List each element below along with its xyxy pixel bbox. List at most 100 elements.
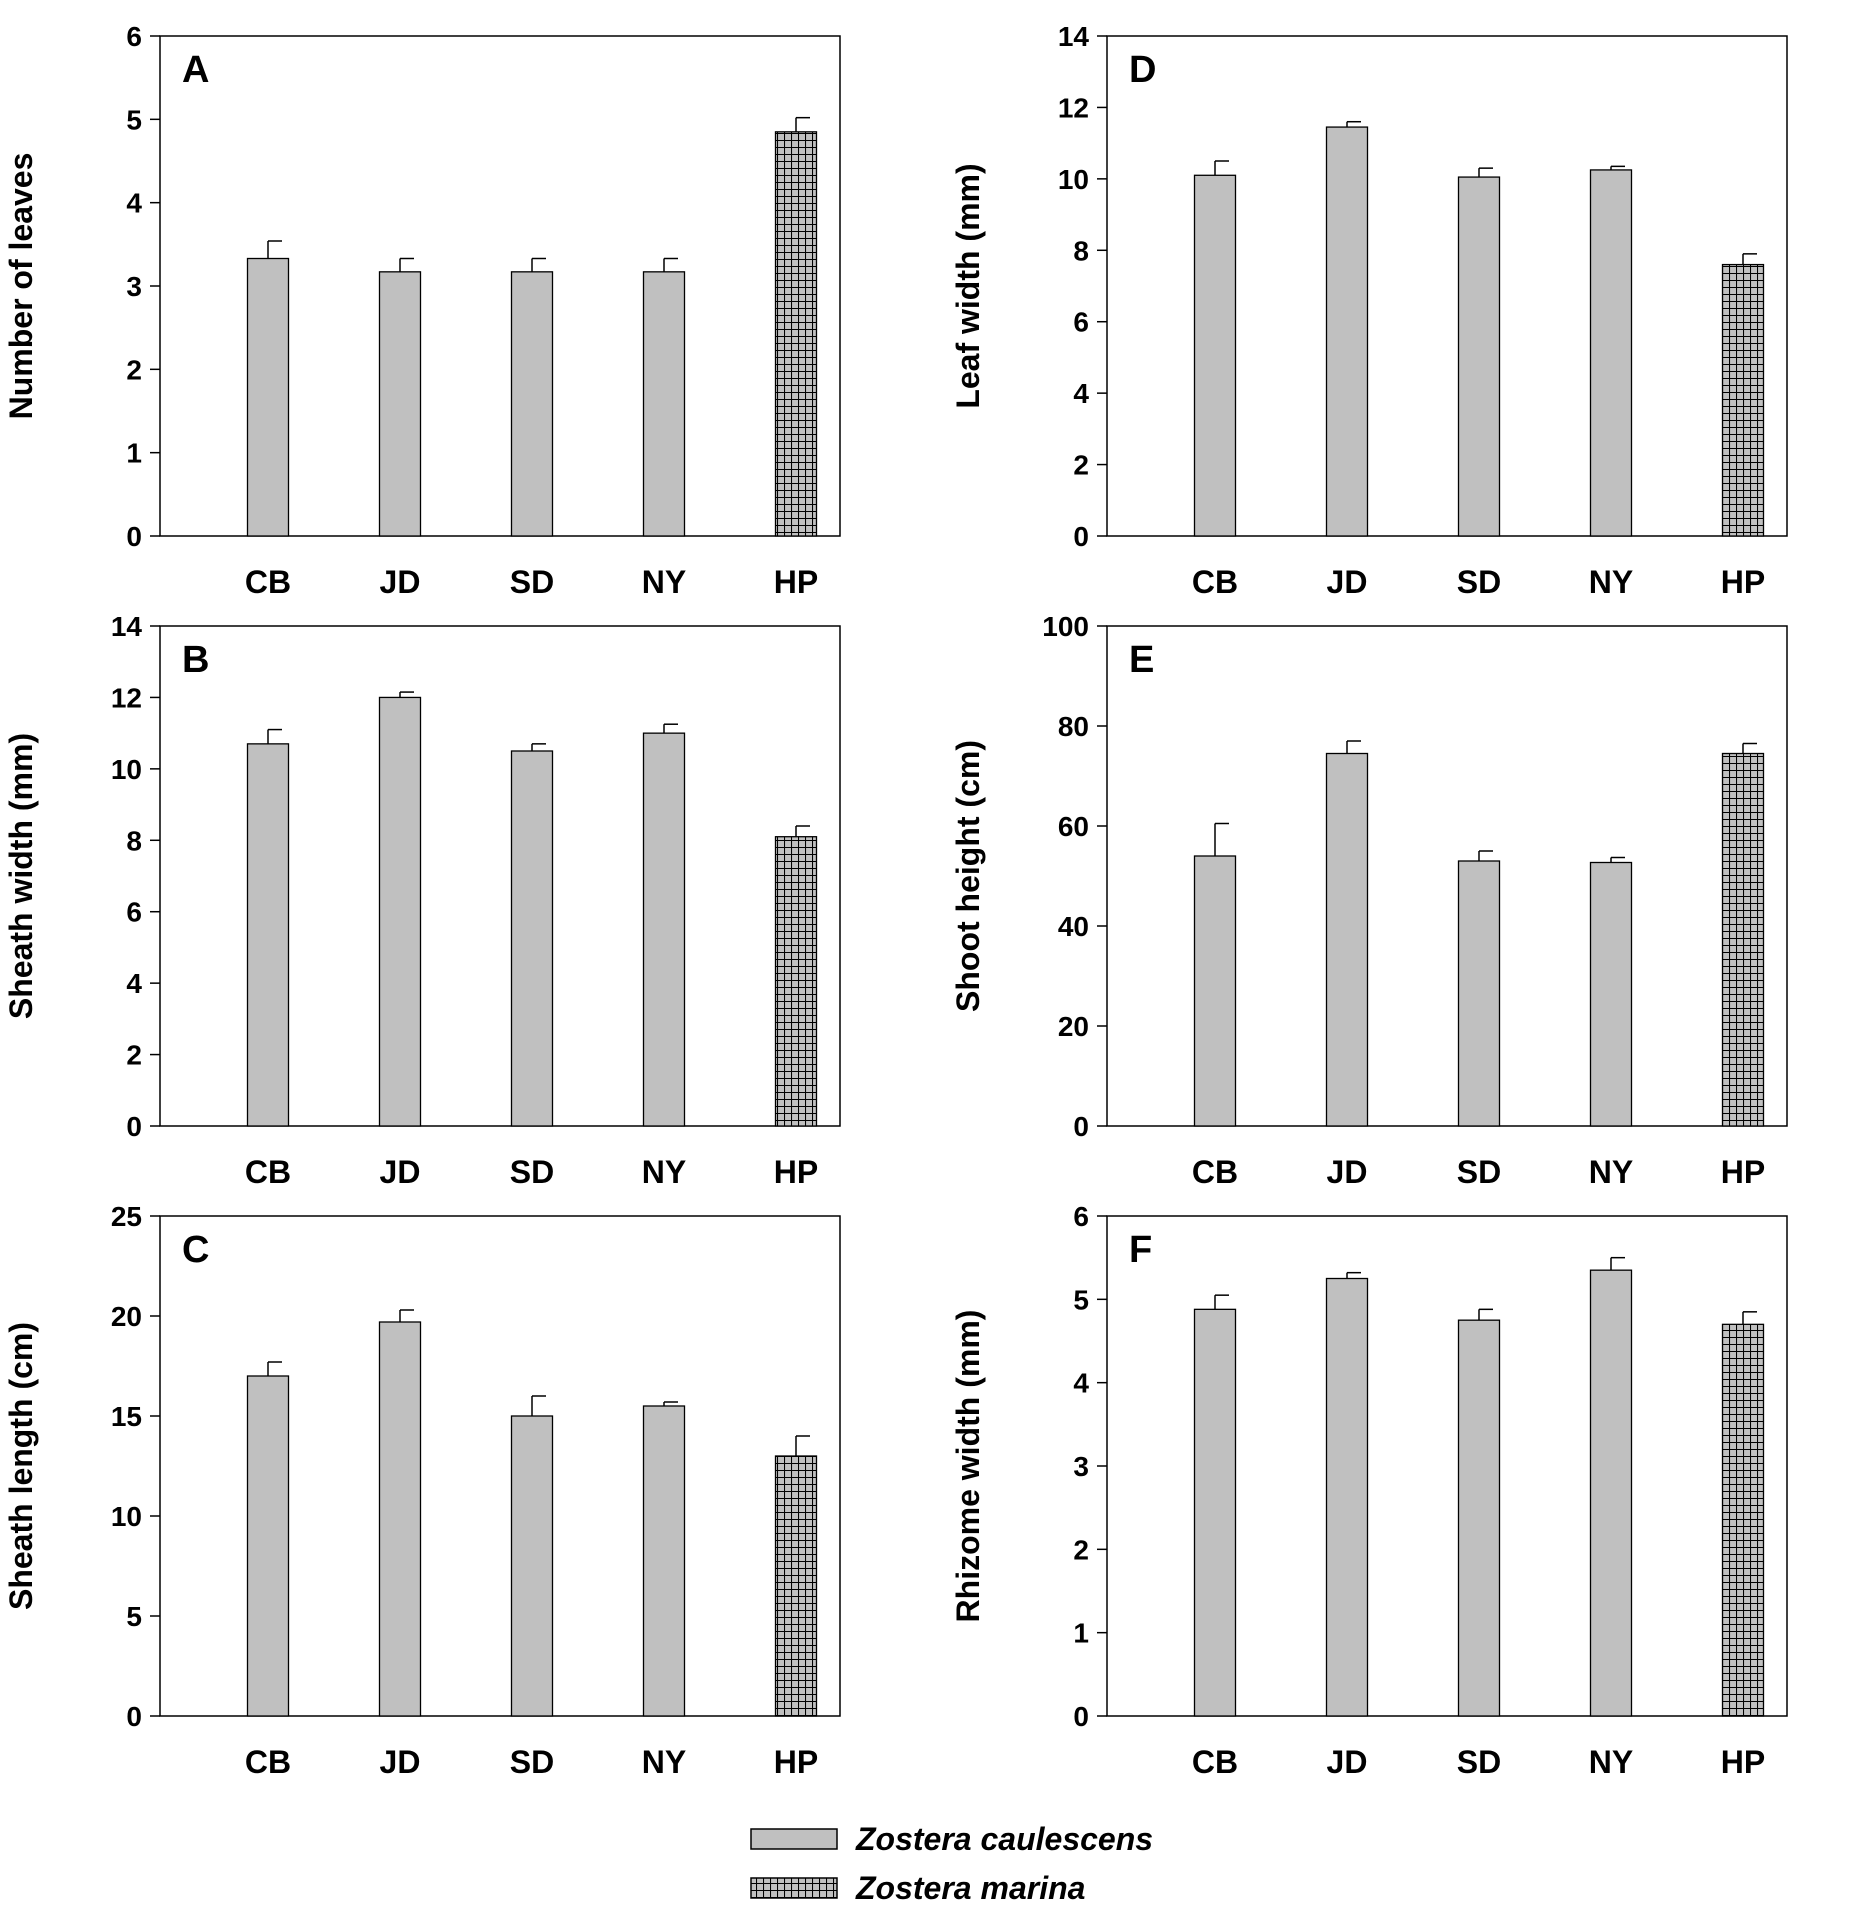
bar-b-cb [246,743,290,1127]
y-tick-label-e: 100 [1042,611,1089,642]
x-tick-label-a-ny: NY [642,564,686,600]
bar-b-ny [642,732,686,1127]
bar-f-sd [1457,1319,1501,1717]
error-bar-c-jd [399,1309,414,1322]
error-bar-a-hp [795,116,810,132]
y-tick-label-d: 4 [1073,378,1089,409]
bar-e-ny [1589,861,1633,1127]
bar-d-cb [1193,174,1237,537]
error-bar-e-ny [1610,856,1625,863]
error-bar-b-sd [531,743,546,751]
y-tick-label-e: 20 [1058,1011,1089,1042]
panel-label-d: D [1129,49,1156,91]
y-tick-label-b: 12 [111,682,142,713]
x-tick-label-b-cb: CB [245,1154,291,1190]
chart-panel-e: 0 20 40 60 80 100 Shoot height (cm) E CB JD SD NY HP [950,611,1788,1190]
error-bar-b-jd [399,691,414,698]
y-tick-label-b: 6 [126,897,142,928]
y-tick-label-c: 25 [111,1201,142,1232]
error-bar-f-cb [1214,1294,1229,1310]
error-bar-f-ny [1610,1256,1625,1271]
y-tick-label-b: 4 [126,968,142,999]
x-tick-label-b-ny: NY [642,1154,686,1190]
x-tick-label-f-cb: CB [1192,1744,1238,1780]
y-tick-label-c: 15 [111,1401,142,1432]
bar-e-cb [1193,855,1237,1127]
chart-panel-c: 0 5 10 15 20 25 Sheath length (cm) C CB JD SD NY HP [3,1201,841,1780]
bar-b-jd [378,696,422,1127]
panel-label-f: F [1129,1229,1152,1271]
x-tick-label-a-hp: HP [774,564,818,600]
bar-d-sd [1457,176,1501,537]
panel-label-c: C [182,1229,209,1271]
y-tick-label-c: 0 [126,1701,142,1732]
y-tick-label-a: 4 [126,188,142,219]
y-tick-label-b: 2 [126,1040,142,1071]
legend: Zostera caulescens Zostera marina [750,1821,1153,1906]
y-axis-label-a: Number of leaves [3,153,39,420]
y-tick-label-b: 14 [111,611,143,642]
bar-c-hp [774,1455,818,1717]
x-tick-label-f-jd: JD [1327,1744,1368,1780]
x-tick-label-d-cb: CB [1192,564,1238,600]
error-bar-f-jd [1346,1271,1361,1279]
y-axis-label-c: Sheath length (cm) [3,1322,39,1610]
y-tick-label-b: 10 [111,754,142,785]
legend-label-zostera-marina: Zostera marina [855,1870,1085,1903]
y-tick-label-c: 5 [126,1601,142,1632]
bar-e-sd [1457,860,1501,1127]
y-tick-label-a: 5 [126,104,142,135]
panel-label-e: E [1129,639,1154,681]
plot-frame-e [1106,625,1788,1127]
bar-c-cb [246,1375,290,1717]
bar-b-hp [774,836,818,1127]
bar-a-hp [774,131,818,537]
x-tick-label-c-ny: NY [642,1744,686,1780]
x-tick-label-f-hp: HP [1721,1744,1765,1780]
error-bar-c-sd [531,1395,546,1416]
y-tick-label-e: 40 [1058,911,1089,942]
y-tick-label-c: 10 [111,1501,142,1532]
error-bar-a-ny [663,257,678,272]
bar-c-ny [642,1405,686,1717]
chart-panel-f: 0 1 2 3 4 5 6 Rhizome width (mm) F CB JD SD NY HP [950,1201,1788,1780]
bar-d-hp [1721,263,1765,537]
error-bar-b-ny [663,723,678,734]
error-bar-d-hp [1742,253,1757,265]
x-tick-label-e-cb: CB [1192,1154,1238,1190]
bar-a-cb [246,257,290,537]
bar-e-hp [1721,752,1765,1127]
bar-d-ny [1589,169,1633,537]
x-tick-label-d-jd: JD [1327,564,1368,600]
error-bar-a-jd [399,257,414,272]
y-tick-label-f: 6 [1073,1201,1089,1232]
y-axis-label-d: Leaf width (mm) [950,163,986,408]
y-tick-label-f: 4 [1073,1368,1089,1399]
bar-e-jd [1325,752,1369,1127]
bar-f-jd [1325,1277,1369,1717]
x-tick-label-a-cb: CB [245,564,291,600]
y-tick-label-a: 0 [126,521,142,552]
x-tick-label-f-sd: SD [1457,1744,1501,1780]
error-bar-d-cb [1214,160,1229,176]
error-bar-e-jd [1346,740,1361,754]
error-bar-c-ny [663,1401,678,1406]
error-bar-c-cb [267,1361,282,1376]
x-tick-label-e-ny: NY [1589,1154,1633,1190]
y-axis-label-f: Rhizome width (mm) [950,1310,986,1623]
panel-label-b: B [182,639,209,681]
y-tick-label-d: 0 [1073,521,1089,552]
x-tick-label-c-sd: SD [510,1744,554,1780]
legend-swatch-zostera-caulescens [750,1828,838,1850]
x-tick-label-d-ny: NY [1589,564,1633,600]
bar-a-ny [642,271,686,537]
chart-panel-b: 0 2 4 6 8 10 12 14 Sheath width (mm) B CB JD SD NY HP [3,611,841,1190]
bar-a-sd [510,271,554,537]
plot-frame-c [159,1215,841,1717]
y-tick-label-f: 5 [1073,1284,1089,1315]
error-bar-a-sd [531,257,546,272]
error-bar-d-jd [1346,120,1361,128]
y-tick-label-e: 60 [1058,811,1089,842]
